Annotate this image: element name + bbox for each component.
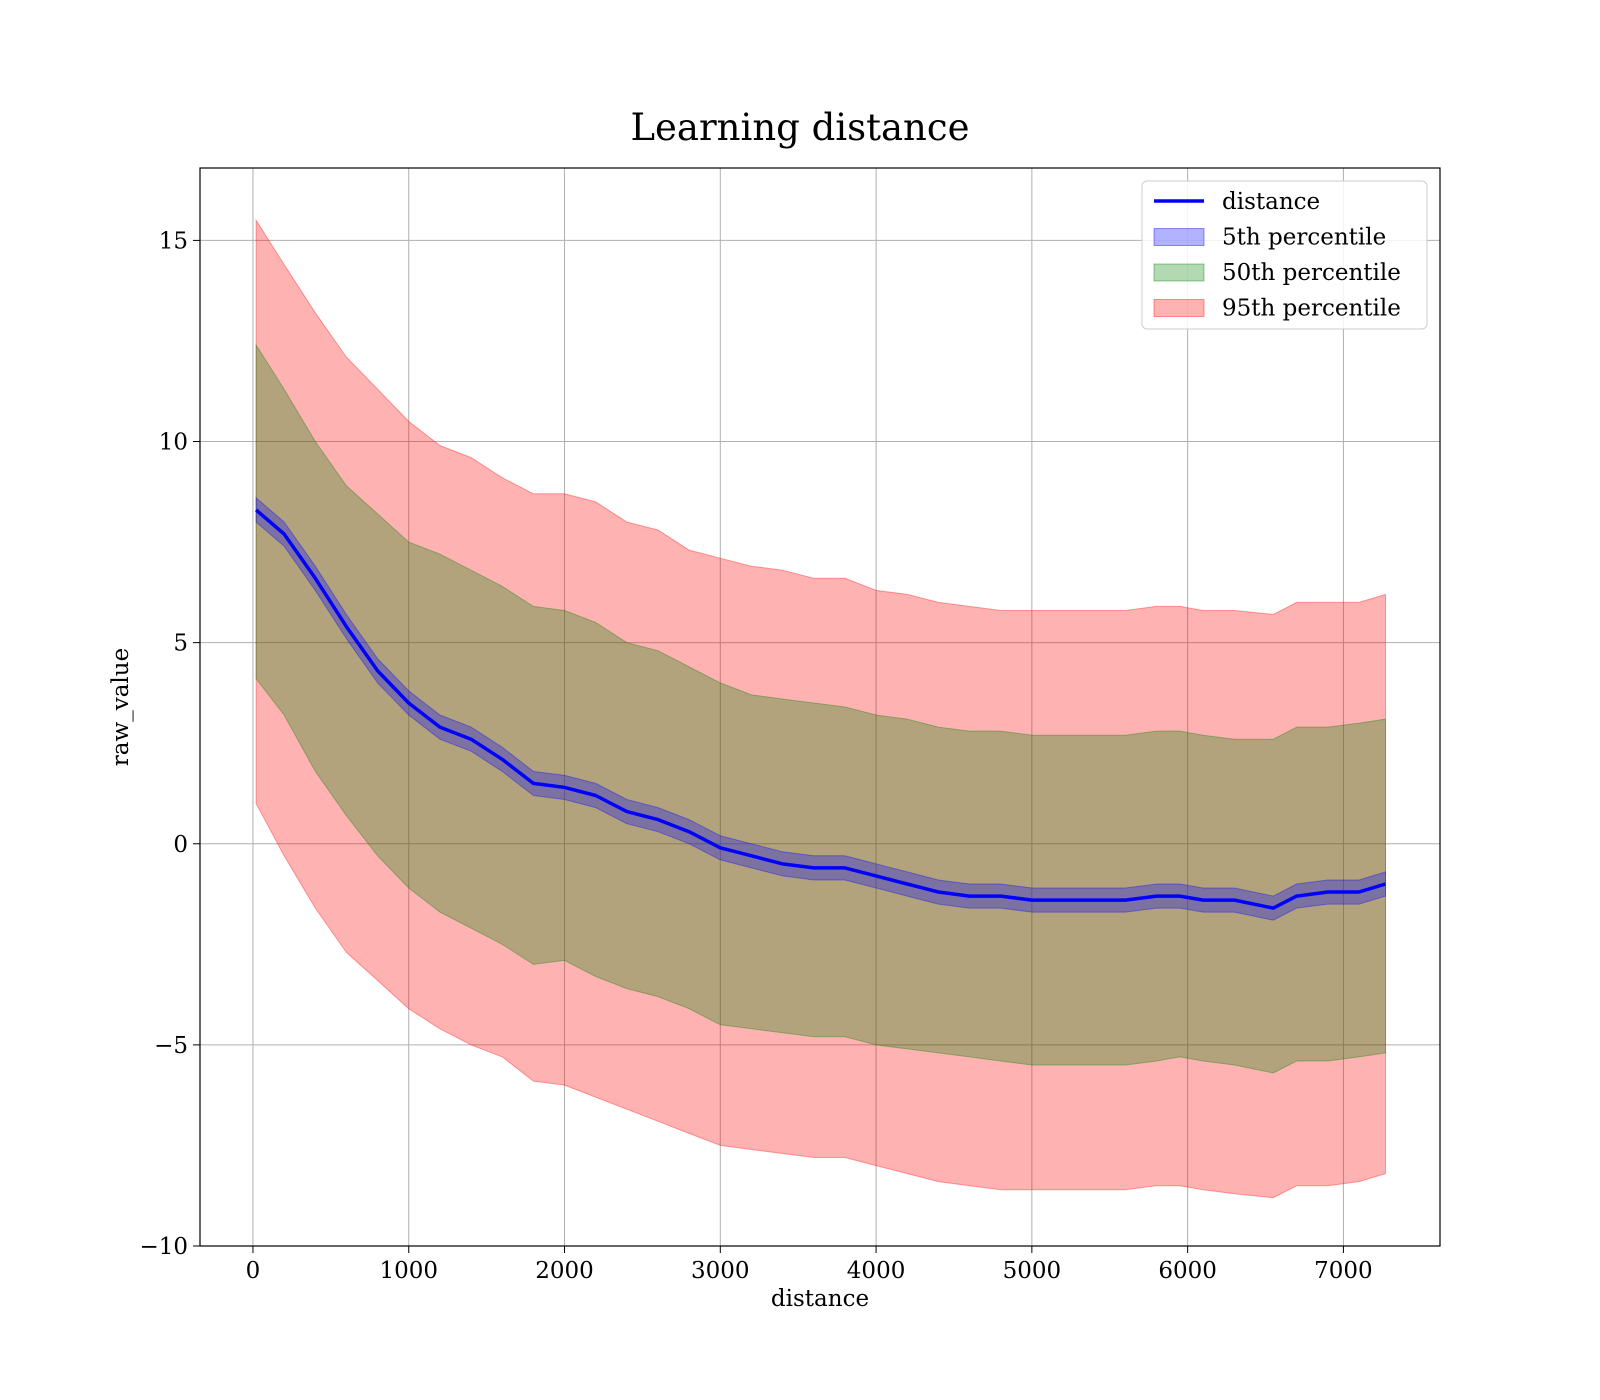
bands [255, 218, 1386, 1199]
legend-label: distance [1222, 189, 1320, 215]
x-tick-label: 1000 [379, 1258, 438, 1284]
band-50th-percentile [255, 343, 1386, 1074]
y-tick-label: 15 [159, 228, 188, 254]
legend-label: 50th percentile [1222, 260, 1401, 286]
legend-label: 95th percentile [1222, 296, 1401, 322]
lines [254, 508, 1387, 910]
y-tick-label: −10 [139, 1234, 188, 1260]
x-tick-label: 3000 [691, 1258, 750, 1284]
ticks: 0 1000 2000 3000 4000 5000 6000 7000 −10 −5 0 5 10 15 [139, 228, 1372, 1284]
x-tick-label: 4000 [847, 1258, 906, 1284]
legend-swatch-band [1153, 263, 1205, 282]
y-tick-label: 5 [173, 631, 188, 657]
legend-box [1141, 180, 1428, 330]
x-tick-label: 7000 [1314, 1258, 1373, 1284]
x-tick-label: 2000 [535, 1258, 594, 1284]
legend-label: 5th percentile [1222, 225, 1386, 251]
legend: distance 5th percentile 50th percentile 95t… [1141, 180, 1428, 330]
band-5th-percentile [255, 496, 1386, 921]
y-axis-label: raw_value [108, 648, 134, 766]
plot-frame [199, 167, 1441, 1247]
x-tick-label: 0 [246, 1258, 261, 1284]
band-95th-percentile [255, 218, 1386, 1199]
x-tick-label: 6000 [1158, 1258, 1217, 1284]
legend-swatch-band [1153, 299, 1205, 317]
series-line-distance [254, 508, 1387, 910]
y-tick-label: 0 [173, 832, 188, 858]
y-tick-label: 10 [159, 430, 188, 456]
x-tick-label: 5000 [1003, 1258, 1062, 1284]
chart-title: Learning distance [630, 106, 969, 149]
x-axis-label: distance [771, 1286, 869, 1312]
y-tick-label: −5 [154, 1033, 188, 1059]
legend-swatch-band [1153, 228, 1205, 246]
